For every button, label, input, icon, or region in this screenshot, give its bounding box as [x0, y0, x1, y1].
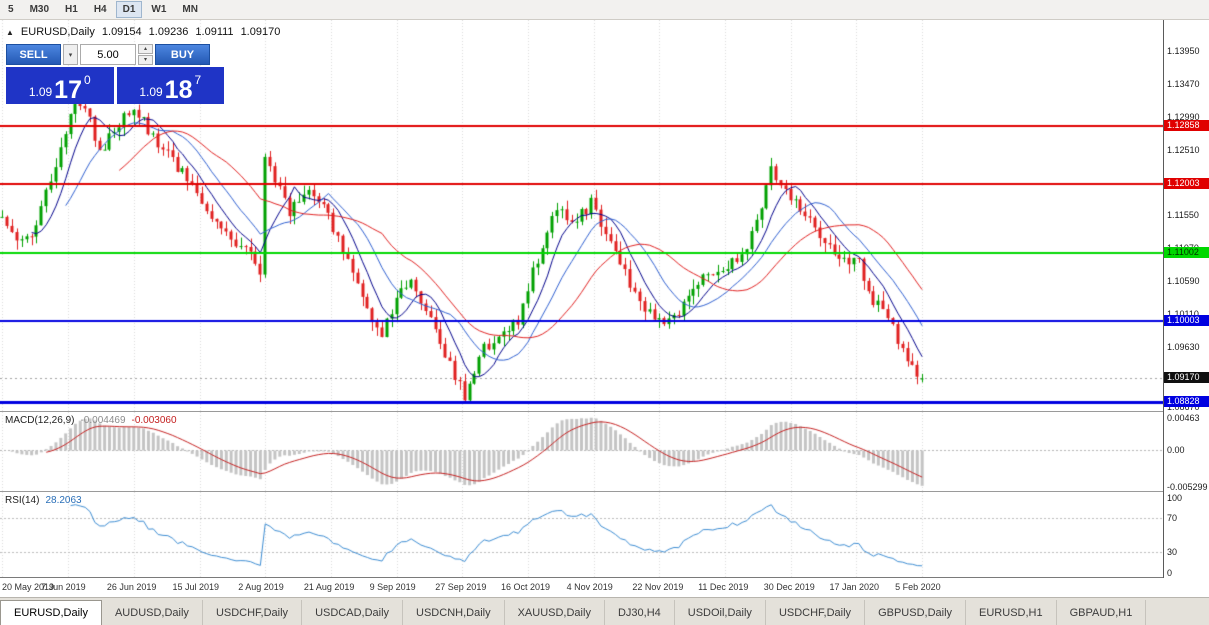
price-scale-tick: 1.10590	[1167, 276, 1200, 287]
price-scale-tick: 1.10110	[1167, 309, 1199, 319]
date-axis-label: 9 Sep 2019	[369, 582, 416, 592]
symbol-tab[interactable]: GBPAUD,H1	[1056, 600, 1147, 625]
timeframe-button-H4[interactable]: H4	[93, 4, 107, 15]
volume-dropdown-button[interactable]: ▾	[63, 44, 78, 65]
price-scale-tick: 1.12510	[1167, 144, 1200, 155]
sell-price-display[interactable]: 1.09 17 0	[6, 67, 114, 104]
rsi-panel	[0, 492, 1163, 578]
rsi-name: RSI(14)	[5, 495, 40, 506]
price-scale-tick: 1.08670	[1167, 402, 1200, 412]
symbol-tab[interactable]: DJ30,H4	[604, 600, 675, 625]
symbol-tab[interactable]: USDOil,Daily	[674, 600, 766, 625]
date-axis-label: 20 May 2019	[2, 582, 55, 592]
volume-stepper: ▴ ▾	[138, 44, 153, 65]
macd-name: MACD(12,26,9)	[5, 415, 75, 426]
volume-decrease-button[interactable]: ▾	[138, 55, 153, 65]
date-axis-label: 21 Aug 2019	[303, 582, 355, 592]
date-axis-label: 17 Jan 2020	[829, 582, 879, 592]
symbol-tab[interactable]: AUDUSD,Daily	[101, 600, 203, 625]
chevron-down-icon: ▾	[68, 51, 73, 59]
date-axis-label: 27 Sep 2019	[435, 582, 487, 592]
buy-price-point: 7	[194, 73, 202, 87]
rsi-scale-label: 30	[1167, 547, 1178, 558]
price-badge: 1.12858	[1164, 119, 1209, 131]
date-axis-label: 26 Jun 2019	[106, 582, 157, 592]
date-axis-label: 11 Dec 2019	[698, 582, 749, 592]
symbol-tab[interactable]: USDCHF,Daily	[202, 600, 303, 625]
timeframe-button-5[interactable]: 5	[8, 4, 14, 15]
price-badge: 1.09170	[1164, 372, 1209, 384]
macd-hist-value: -0.004469	[80, 415, 126, 426]
price-scale-tick: 1.12990	[1167, 111, 1200, 122]
volume-increase-button[interactable]: ▴	[138, 44, 153, 54]
date-axis-label: 15 Jul 2019	[172, 582, 220, 592]
sell-price-point: 0	[83, 73, 91, 87]
date-axis-label: 5 Feb 2020	[895, 582, 941, 592]
price-badge: 1.10003	[1164, 315, 1209, 327]
buy-button[interactable]: BUY	[155, 44, 210, 65]
price-scale[interactable]: 1.139501.134701.129901.125101.120301.115…	[1163, 20, 1209, 578]
sell-price-figure: 1.09	[28, 85, 53, 99]
price-scale-tick: 1.11550	[1167, 210, 1199, 221]
price-scale-tick: 1.13950	[1167, 45, 1200, 56]
macd-panel	[0, 412, 1163, 492]
date-axis-label: 2 Aug 2019	[238, 582, 284, 592]
date-axis-label: 30 Dec 2019	[763, 582, 815, 592]
timeframe-button-M30[interactable]: M30	[29, 4, 50, 15]
date-axis-label: 7 Jun 2019	[41, 582, 86, 592]
macd-scale-label: 0.00463	[1167, 413, 1200, 423]
ohlc-high: 1.09236	[148, 26, 189, 38]
rsi-scale-label: 100	[1167, 493, 1183, 503]
date-axis-label: 16 Oct 2019	[500, 582, 551, 592]
macd-scale-label: -0.005299	[1167, 482, 1208, 492]
date-axis-label: 4 Nov 2019	[566, 582, 613, 592]
ohlc-open: 1.09154	[101, 26, 142, 38]
symbol-tab[interactable]: EURUSD,Daily	[0, 600, 102, 625]
symbol-tabbar: EURUSD,Daily AUDUSD,Daily USDCHF,Daily USDC…	[0, 597, 1209, 625]
symbol-tab[interactable]: EURUSD,H1	[966, 600, 1057, 625]
macd-indicator-label: MACD(12,26,9) -0.004469 -0.003060	[5, 415, 177, 426]
chart-ohlc-header: ▲ EURUSD,Daily 1.09154 1.09236 1.09111 1…	[6, 26, 280, 38]
chart-symbol-label: EURUSD,Daily	[20, 26, 95, 38]
date-axis-label: 22 Nov 2019	[632, 582, 684, 592]
ohlc-low: 1.09111	[195, 26, 234, 38]
price-badge: 1.08828	[1164, 395, 1209, 407]
rsi-chart-canvas[interactable]	[0, 492, 1163, 577]
symbol-tab[interactable]: XAUUSD,Daily	[504, 600, 605, 625]
price-scale-tick: 1.09630	[1167, 341, 1200, 352]
macd-chart-canvas[interactable]	[0, 412, 1163, 491]
price-badge: 1.12003	[1164, 178, 1209, 190]
volume-input[interactable]	[80, 44, 136, 65]
timeframe-button-MN[interactable]: MN	[182, 4, 198, 15]
symbol-tab[interactable]: USDCAD,Daily	[302, 600, 404, 625]
macd-scale-label: 0.00	[1167, 444, 1185, 455]
macd-signal-value: -0.003060	[131, 415, 177, 426]
price-badge: 1.11002	[1164, 246, 1209, 258]
rsi-value: 28.2063	[45, 495, 82, 506]
buy-price-pips: 18	[164, 75, 193, 104]
buy-price-display[interactable]: 1.09 18 7	[116, 67, 224, 104]
timeframe-toolbar: 5 M30 H1 H4 D1 W1 MN	[0, 0, 1209, 20]
timeframe-button-H1[interactable]: H1	[65, 4, 78, 15]
rsi-indicator-label: RSI(14) 28.2063	[5, 495, 82, 506]
rsi-scale-label: 0	[1167, 568, 1173, 578]
ohlc-close: 1.09170	[240, 26, 281, 38]
timeframe-button-D1[interactable]: D1	[115, 1, 143, 18]
timeframe-button-W1[interactable]: W1	[151, 4, 167, 15]
symbol-tab[interactable]: USDCNH,Daily	[403, 600, 505, 625]
rsi-scale-label: 70	[1167, 512, 1178, 523]
collapse-trade-panel-icon[interactable]: ▲	[6, 27, 14, 37]
date-axis[interactable]: 20 May 2019 7 Jun 2019 26 Jun 2019 15 Jul 2…	[0, 578, 1163, 597]
sell-button[interactable]: SELL	[6, 44, 61, 65]
sell-price-pips: 17	[54, 75, 82, 104]
symbol-tab[interactable]: USDCHF,Daily	[765, 600, 866, 625]
chart-window: 1.139501.134701.129901.125101.120301.115…	[0, 20, 1209, 597]
buy-price-figure: 1.09	[139, 85, 163, 99]
symbol-tab[interactable]: GBPUSD,Daily	[865, 600, 967, 625]
price-scale-tick: 1.13470	[1167, 78, 1200, 89]
